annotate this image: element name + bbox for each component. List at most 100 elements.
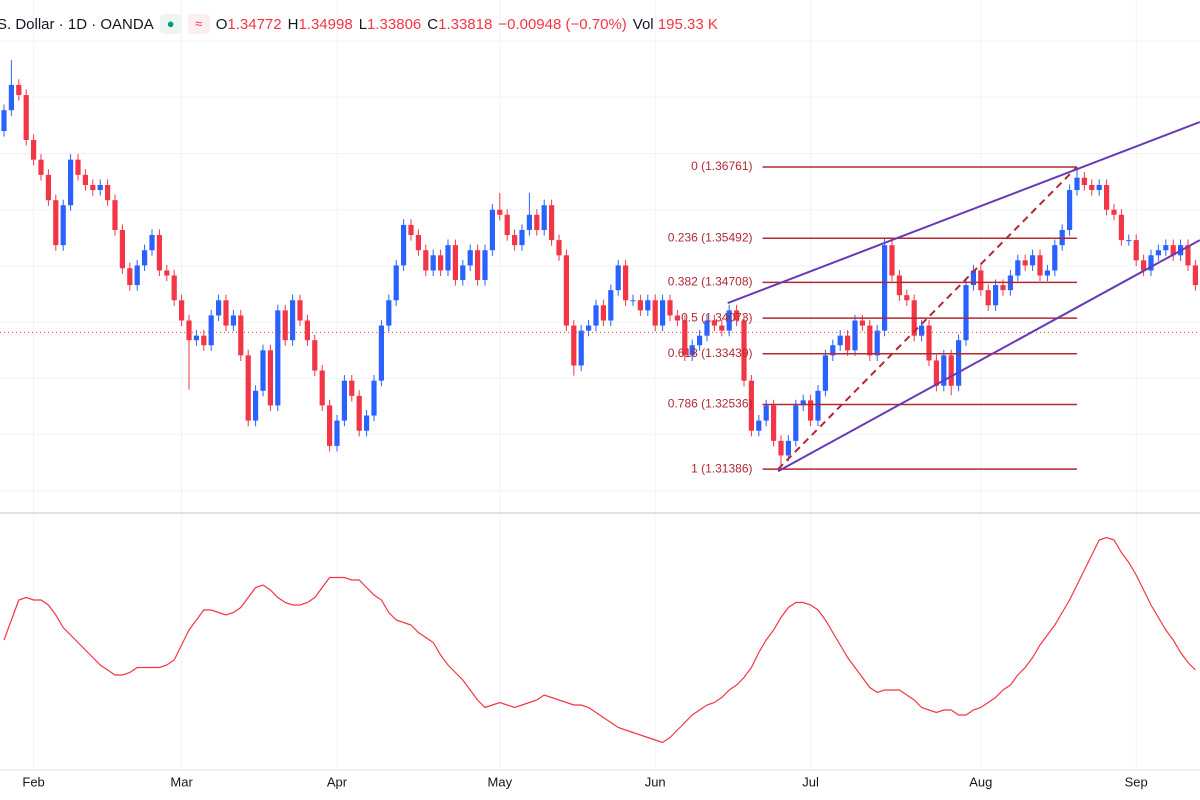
candle-body bbox=[689, 345, 695, 356]
candle-body bbox=[904, 295, 910, 301]
candle-body bbox=[371, 380, 377, 416]
candle-body bbox=[378, 325, 384, 381]
candle-body bbox=[1133, 240, 1139, 261]
candle-body bbox=[985, 290, 991, 306]
candle-body bbox=[667, 300, 673, 316]
candle-body bbox=[815, 390, 821, 421]
x-tick-label: Aug bbox=[969, 774, 992, 789]
candle-body bbox=[845, 335, 851, 351]
status-icon[interactable]: ● bbox=[159, 14, 182, 34]
fib-label: 0.786 (1.32536) bbox=[668, 397, 753, 411]
fib-label: 0 (1.36761) bbox=[691, 159, 752, 173]
candle-body bbox=[637, 300, 643, 311]
candle-body bbox=[45, 174, 51, 201]
fib-label: 0.618 (1.33439) bbox=[668, 346, 753, 360]
candle-body bbox=[1030, 255, 1036, 266]
candle-body bbox=[393, 265, 399, 301]
x-tick-label: Feb bbox=[22, 774, 44, 789]
candle-body bbox=[963, 285, 969, 341]
l-value: 1.33806 bbox=[367, 15, 422, 33]
candle-body bbox=[290, 300, 296, 341]
candle-body bbox=[97, 184, 103, 191]
candle-body bbox=[497, 209, 503, 215]
candle-body bbox=[1192, 265, 1198, 286]
candle-body bbox=[697, 335, 703, 346]
fib-label: 0.236 (1.35492) bbox=[668, 230, 753, 244]
candle-body bbox=[645, 300, 651, 311]
candle-body bbox=[68, 159, 74, 206]
l-label: L bbox=[358, 15, 368, 33]
candle-body bbox=[386, 300, 392, 326]
candle-body bbox=[852, 320, 858, 351]
candle-body bbox=[608, 290, 614, 321]
candle-body bbox=[267, 350, 273, 406]
candle-body bbox=[193, 335, 199, 341]
candle-body bbox=[682, 320, 688, 356]
candle-body bbox=[593, 305, 599, 326]
fib-label: 0.5 (1.34073) bbox=[681, 310, 752, 324]
candle-body bbox=[615, 265, 621, 291]
candle-body bbox=[534, 214, 540, 230]
candle-body bbox=[171, 275, 177, 301]
candle-body bbox=[1022, 260, 1028, 266]
candle-body bbox=[512, 235, 518, 246]
candle-body bbox=[1118, 214, 1124, 241]
candle-body bbox=[563, 255, 569, 326]
vol-value: 195.33 K bbox=[657, 15, 718, 33]
candle-body bbox=[711, 320, 717, 326]
indicator-icon[interactable]: ≈ bbox=[187, 14, 210, 34]
candle-body bbox=[600, 305, 606, 321]
candle-body bbox=[1015, 260, 1021, 276]
candle-body bbox=[489, 209, 495, 251]
candle-body bbox=[867, 325, 873, 356]
vol-label: Vol bbox=[632, 15, 654, 33]
candle-body bbox=[771, 405, 777, 441]
candle-body bbox=[1163, 245, 1169, 251]
candle-body bbox=[623, 265, 629, 301]
candle-body bbox=[519, 229, 525, 246]
candle-body bbox=[312, 340, 318, 371]
candle-body bbox=[245, 355, 251, 421]
x-tick-label: Apr bbox=[327, 774, 348, 789]
candle-body bbox=[1141, 260, 1147, 271]
candle-body bbox=[578, 330, 584, 366]
candle-body bbox=[1000, 285, 1006, 291]
candle-body bbox=[926, 325, 932, 361]
candle-body bbox=[549, 205, 555, 241]
candle-body bbox=[467, 250, 473, 266]
candle-body bbox=[586, 325, 592, 331]
candle-body bbox=[859, 320, 865, 326]
candle-body bbox=[541, 205, 547, 230]
candle-body bbox=[785, 440, 791, 456]
candle-body bbox=[1044, 270, 1050, 276]
o-label: O bbox=[215, 15, 228, 33]
candle-body bbox=[889, 245, 895, 276]
candle-body bbox=[1155, 250, 1161, 256]
candle-body bbox=[993, 285, 999, 306]
candle-body bbox=[970, 270, 976, 286]
candle-body bbox=[778, 440, 784, 456]
channel-line bbox=[727, 121, 1200, 305]
candle-body bbox=[82, 174, 88, 185]
candle-body bbox=[60, 205, 66, 246]
x-tick-label: May bbox=[488, 774, 513, 789]
trend-line bbox=[777, 166, 1078, 470]
candle-body bbox=[1052, 245, 1058, 271]
candle-body bbox=[1111, 209, 1117, 215]
candle-body bbox=[334, 420, 340, 446]
candle-body bbox=[896, 275, 902, 296]
candle-body bbox=[452, 245, 458, 281]
candle-body bbox=[349, 380, 355, 396]
candle-body bbox=[156, 235, 162, 271]
candle-body bbox=[808, 400, 814, 421]
candle-body bbox=[748, 380, 754, 431]
candle-body bbox=[186, 320, 192, 341]
candle-body bbox=[238, 315, 244, 356]
candle-body bbox=[53, 200, 59, 246]
candle-body bbox=[16, 84, 22, 96]
candle-body bbox=[142, 250, 148, 266]
symbol: S. Dollar · 1D · OANDA bbox=[0, 15, 154, 33]
candle-body bbox=[164, 270, 170, 276]
candle-body bbox=[179, 300, 185, 321]
